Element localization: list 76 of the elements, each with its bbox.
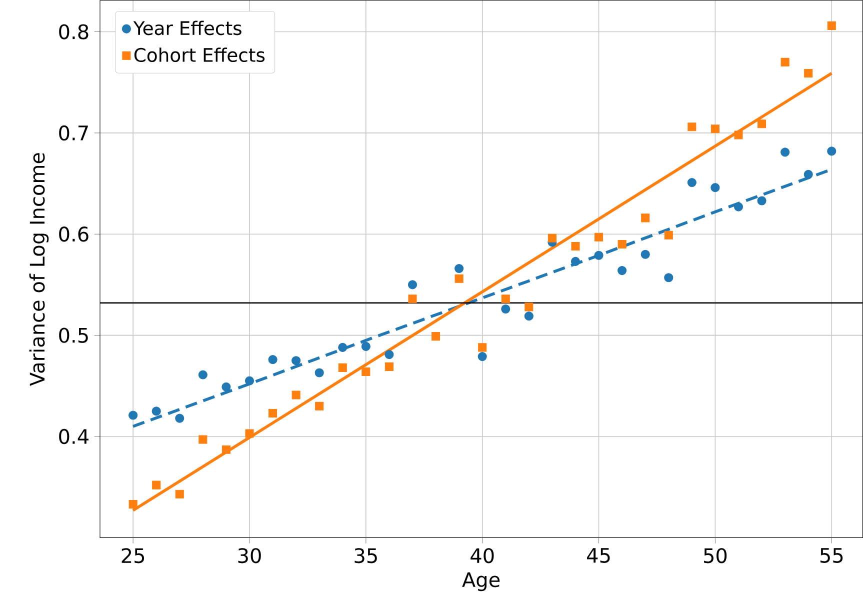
point — [757, 196, 766, 206]
point — [292, 356, 301, 366]
point — [338, 364, 347, 372]
point — [198, 435, 208, 444]
point — [688, 122, 696, 132]
x-tick-label: 35 — [354, 548, 377, 564]
point — [687, 178, 696, 188]
legend-label: Year Effects — [133, 20, 242, 36]
point — [758, 120, 766, 128]
point — [268, 409, 278, 418]
point — [827, 146, 836, 156]
point — [362, 368, 370, 376]
point — [408, 294, 417, 304]
point — [501, 294, 510, 304]
point — [314, 368, 324, 378]
point — [361, 342, 370, 352]
point — [384, 362, 394, 372]
x-tick-label: 30 — [238, 548, 261, 564]
point — [594, 250, 604, 260]
point — [175, 490, 184, 499]
point — [734, 130, 743, 140]
point — [408, 280, 418, 290]
point — [175, 414, 184, 423]
point — [524, 302, 534, 312]
point — [780, 58, 790, 67]
point — [268, 355, 278, 364]
y-tick-label: 0.4 — [59, 429, 88, 444]
x-tick-label: 45 — [587, 548, 610, 564]
point — [152, 406, 161, 416]
point — [780, 148, 790, 157]
point — [594, 233, 604, 242]
point — [245, 429, 254, 438]
point — [501, 304, 510, 314]
point — [222, 446, 230, 454]
x-tick-label: 40 — [470, 548, 494, 564]
x-tick-label: 50 — [704, 548, 727, 564]
point — [432, 332, 440, 341]
point — [454, 264, 464, 274]
point — [571, 242, 580, 251]
x-axis-title: Age — [462, 572, 500, 592]
y-tick-label: 0.5 — [59, 328, 88, 344]
point — [618, 266, 627, 276]
point — [710, 183, 720, 192]
point — [384, 350, 394, 360]
legend-label: Cohort Effects — [134, 48, 265, 62]
point — [570, 257, 580, 266]
point — [292, 390, 300, 400]
point — [804, 170, 813, 180]
point — [478, 343, 487, 352]
y-axis-title: Variance of Log Income — [29, 153, 49, 386]
point — [641, 214, 650, 222]
point — [827, 22, 836, 30]
x-tick-label: 55 — [820, 548, 843, 564]
point — [618, 240, 626, 249]
point — [804, 69, 813, 78]
point — [222, 382, 231, 392]
point — [478, 352, 487, 362]
point — [640, 250, 650, 260]
point — [338, 343, 348, 352]
point — [664, 231, 673, 240]
point — [152, 480, 161, 490]
point — [128, 500, 138, 509]
y-tick-label: 0.7 — [59, 126, 88, 141]
x-tick-label: 25 — [122, 548, 144, 564]
point — [315, 402, 324, 411]
point — [548, 234, 556, 243]
point — [128, 410, 138, 420]
point — [244, 376, 254, 386]
point — [710, 124, 720, 134]
point — [664, 273, 674, 282]
point — [524, 312, 534, 321]
y-tick-label: 0.6 — [59, 226, 88, 242]
y-tick-label: 0.8 — [59, 24, 88, 40]
point — [734, 202, 744, 212]
point — [454, 274, 464, 284]
point — [198, 370, 208, 380]
